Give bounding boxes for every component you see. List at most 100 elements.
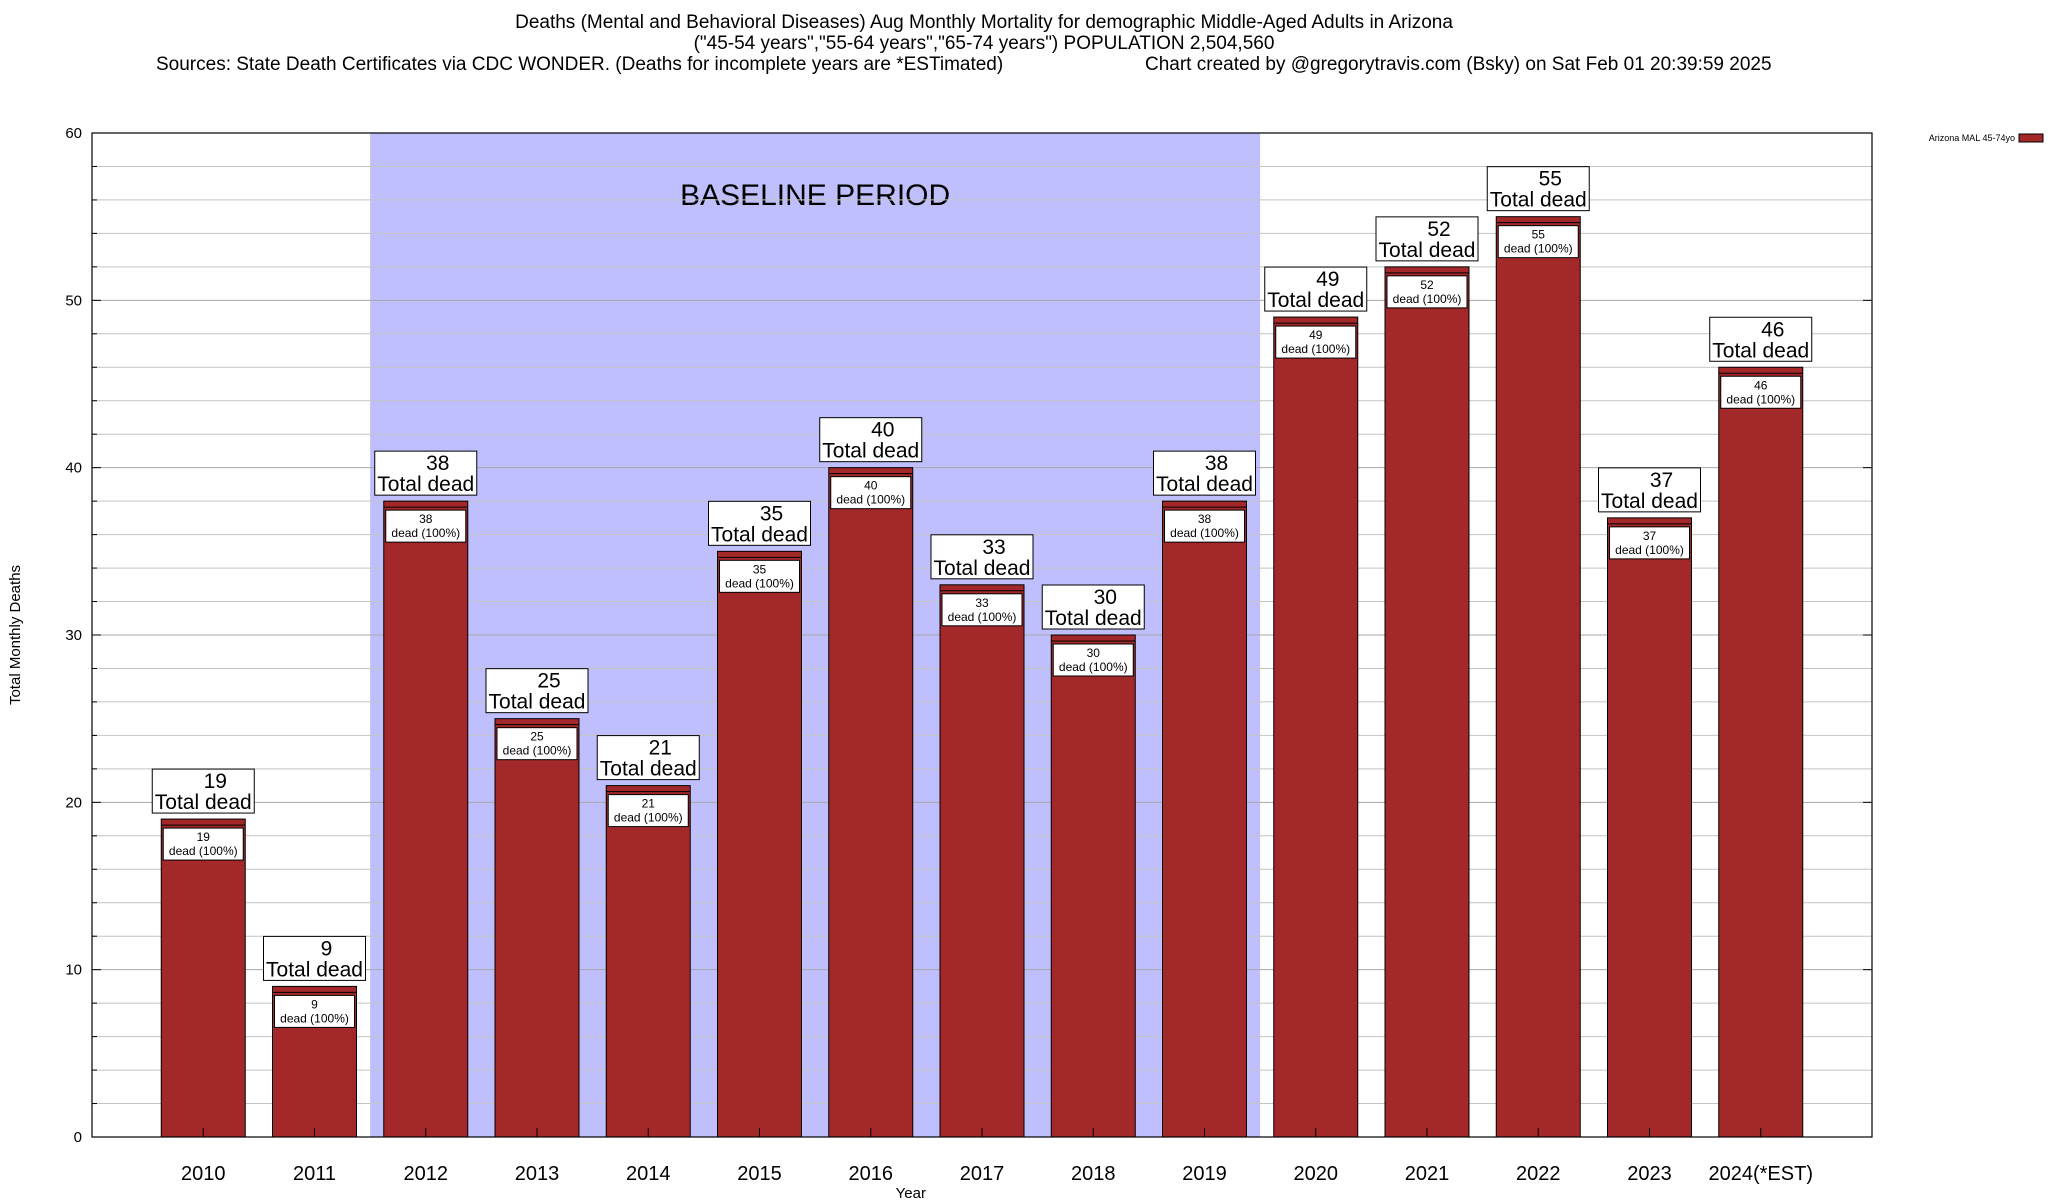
bar-callout-value: 52 [1427, 218, 1450, 241]
bar [1607, 517, 1692, 1138]
bar-inner-label-box [385, 509, 467, 543]
bar-inner-caption: dead (100%) [1059, 660, 1128, 674]
bar-callout-value: 35 [760, 502, 783, 525]
bar-callout-value: 38 [1205, 452, 1228, 475]
bar-inner-caption: dead (100%) [503, 744, 572, 758]
bar-callout-value: 55 [1539, 168, 1562, 191]
bar-inner-caption: dead (100%) [1170, 526, 1239, 540]
x-tick-label: 2019 [1182, 1163, 1227, 1185]
bar-inner-label-box [1164, 509, 1245, 543]
bar-inner-label-box [1497, 225, 1579, 259]
baseline-period-label: BASELINE PERIOD [680, 179, 950, 212]
bar-callout-box [1486, 166, 1590, 212]
bar-inner-value: 19 [197, 830, 211, 844]
bar-inner-caption: dead (100%) [169, 844, 238, 858]
bar-callout-caption: Total dead [711, 523, 808, 546]
y-tick-label: 20 [65, 794, 82, 811]
bar [605, 785, 691, 1138]
y-tick-label: 50 [65, 292, 82, 309]
bar-callout-caption: Total dead [266, 958, 363, 981]
bar-inner-value: 52 [1420, 278, 1434, 292]
x-tick-label: 2013 [515, 1163, 560, 1185]
bar-inner-value: 30 [1087, 646, 1101, 660]
bar-inner-label-box [1720, 375, 1802, 409]
bar-callout-caption: Total dead [489, 691, 586, 714]
bar [1718, 366, 1804, 1138]
bar-callout-caption: Total dead [1267, 289, 1364, 312]
y-tick-label: 40 [65, 460, 82, 477]
x-tick-label: 2014 [626, 1163, 671, 1185]
bar-callout-box [1264, 266, 1368, 312]
y-tick-label: 10 [65, 962, 82, 979]
bar-callout-value: 37 [1650, 469, 1673, 492]
bar-inner-value: 9 [311, 997, 318, 1011]
bar [383, 500, 469, 1138]
x-tick-label: 2015 [737, 1163, 782, 1185]
chart-title-line-1: Deaths (Mental and Behavioral Diseases) … [515, 12, 1453, 33]
bar-callout-box [819, 417, 923, 463]
x-tick-label: 2020 [1294, 1163, 1339, 1185]
bar-callout-value: 38 [426, 452, 449, 475]
bar-callout-caption: Total dead [155, 791, 252, 814]
bar-callout-value: 40 [871, 419, 894, 442]
bar-callout-box [1153, 450, 1256, 496]
bar-callout-value: 19 [204, 770, 227, 793]
legend-label: Arizona MAL 45-74yo [1929, 133, 2015, 143]
chart-credit: Chart created by @gregorytravis.com (Bsk… [1145, 54, 1772, 75]
bar-callout-caption: Total dead [1601, 490, 1698, 513]
bar-inner-label-box [1609, 526, 1690, 560]
bar-callout-caption: Total dead [1045, 607, 1142, 630]
x-tick-label: 2016 [849, 1163, 894, 1185]
bar [939, 584, 1025, 1138]
bar-callout-value: 30 [1094, 586, 1117, 609]
bar-callout-box [1041, 584, 1145, 630]
bar-inner-caption: dead (100%) [391, 526, 460, 540]
bar-inner-value: 38 [1198, 512, 1212, 526]
bar-callout-box [596, 735, 700, 781]
y-tick-label: 30 [65, 627, 82, 644]
x-tick-label: 2022 [1516, 1163, 1561, 1185]
bar-inner-label-box [274, 994, 355, 1028]
bar [1384, 266, 1470, 1138]
bar-callout-caption: Total dead [1379, 239, 1476, 262]
bar-callout-box [485, 668, 589, 714]
bar-inner-value: 35 [753, 562, 767, 576]
bar [160, 818, 246, 1138]
bar-callout-value: 25 [537, 670, 560, 693]
bar-callout-value: 33 [982, 536, 1005, 559]
x-tick-label: 2018 [1071, 1163, 1116, 1185]
bar-callout-caption: Total dead [600, 758, 697, 781]
bar-inner-label-box [1052, 643, 1134, 677]
legend-swatch [2018, 133, 2044, 143]
bar-callout-value: 49 [1316, 268, 1339, 291]
bar-inner-value: 33 [975, 596, 989, 610]
bar-inner-caption: dead (100%) [1504, 242, 1573, 256]
x-tick-label: 2024(*EST) [1709, 1163, 1814, 1185]
bar-callout-caption: Total dead [1490, 189, 1587, 212]
bar-callout-value: 21 [649, 737, 672, 760]
bar-callout-box [1598, 467, 1701, 513]
bar-inner-value: 21 [642, 797, 656, 811]
x-tick-label: 2023 [1627, 1163, 1672, 1185]
bar [717, 550, 802, 1138]
bar-inner-value: 38 [419, 512, 433, 526]
bar-inner-label-box [1275, 325, 1357, 359]
bar-inner-caption: dead (100%) [614, 811, 683, 825]
bar-inner-caption: dead (100%) [1615, 543, 1684, 557]
bar-callout-box [1709, 316, 1813, 362]
bar-inner-caption: dead (100%) [836, 493, 905, 507]
bar-callout-caption: Total dead [822, 440, 919, 463]
bar-callout-caption: Total dead [1712, 339, 1809, 362]
bar-callout-value: 9 [321, 937, 333, 960]
bar [1273, 316, 1359, 1138]
chart-sources: Sources: State Death Certificates via CD… [156, 54, 1004, 75]
bar-inner-caption: dead (100%) [1726, 392, 1795, 406]
bar-callout-caption: Total dead [1156, 473, 1253, 496]
bar-callout-box [374, 450, 478, 496]
